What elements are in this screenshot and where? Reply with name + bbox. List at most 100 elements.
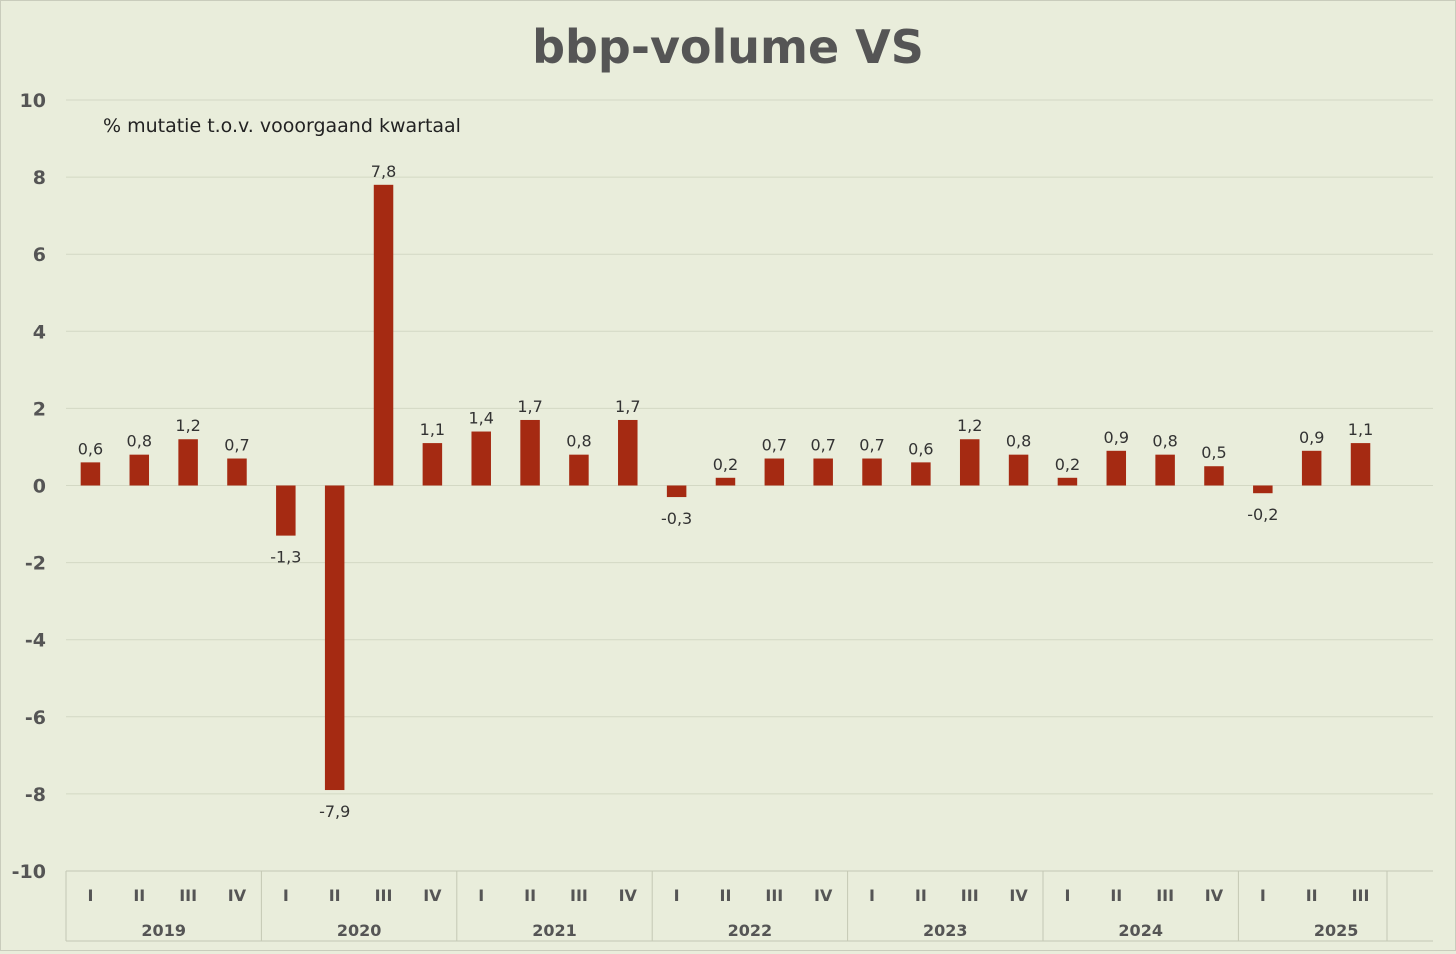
bar-2024-I [1057,477,1078,486]
data-label-2020-II: -7,9 [319,802,350,821]
data-label-2023-I: 0,7 [859,436,884,455]
quarter-label-2021-I: I [478,886,484,905]
y-axis-ticks: 10 8 6 4 2 0 -2 -4 -6 -8 -10 [12,90,46,883]
data-label-2020-I: -1,3 [270,548,301,567]
data-label-2022-III: 0,7 [762,436,787,455]
data-label-2021-II: 1,7 [517,397,542,416]
bar-2021-III [569,454,589,486]
data-label-2021-IV: 1,7 [615,397,640,416]
y-tick-label--8: -8 [25,784,46,806]
quarter-label-2019-IV: IV [228,886,247,905]
quarter-label-2023-IV: IV [1009,886,1028,905]
quarter-label-2019-II: II [133,886,145,905]
chart-annotation: % mutatie t.o.v. vooorgaand kwartaal [103,115,461,137]
bar-2023-I [862,458,882,486]
data-label-2022-I: -0,3 [661,509,692,528]
data-label-2019-III: 1,2 [175,416,200,435]
year-label-2021: 2021 [532,921,577,940]
bar-2024-II [1106,450,1127,486]
data-label-2020-IV: 1,1 [420,420,445,439]
year-label-2025: 2025 [1314,921,1359,940]
year-label-2019: 2019 [141,921,186,940]
bar-2022-I [666,485,687,498]
y-tick-label--2: -2 [25,553,46,575]
quarter-label-2020-IV: IV [423,886,442,905]
data-label-2025-II: 0,9 [1299,428,1324,447]
quarter-label-2019-I: I [87,886,93,905]
quarter-label-2019-III: III [179,886,197,905]
data-label-2024-III: 0,8 [1152,432,1177,451]
bar-2022-III [764,458,785,486]
quarter-label-2023-III: III [961,886,979,905]
quarter-label-2022-I: I [674,886,680,905]
data-labels: 0,6 0,8 1,2 0,7 -1,3 -7,9 7,8 1,1 1,4 1,7 0,8 1,7 -0… [78,162,1374,821]
bar-2019-II [129,454,150,486]
data-label-2023-IV: 0,8 [1006,432,1031,451]
grid-layer [66,99,1433,795]
quarter-label-2024-IV: IV [1205,886,1224,905]
bar-2020-III [373,184,394,486]
bar-2023-III [959,439,980,486]
bar-2023-II [911,462,931,486]
y-tick-label-0: 0 [33,476,46,498]
quarter-label-2024-I: I [1064,886,1070,905]
bar-2025-III [1350,443,1371,486]
bar-2023-IV [1008,454,1029,486]
bar-2025-II [1301,450,1322,486]
bar-2022-II [715,477,736,486]
chart-title: bbp-volume VS [532,20,924,74]
quarter-label-2020-III: III [375,886,393,905]
data-label-2021-I: 1,4 [468,409,493,428]
bar-2020-II [324,485,345,791]
data-label-2022-IV: 0,7 [810,436,835,455]
quarter-label-2021-II: II [524,886,536,905]
y-tick-label-10: 10 [20,90,46,112]
data-label-2023-II: 0,6 [908,439,933,458]
quarter-label-2020-I: I [283,886,289,905]
quarter-label-2025-III: III [1352,886,1370,905]
quarter-label-2024-III: III [1156,886,1174,905]
bar-2025-I [1253,485,1273,494]
quarter-label-2024-II: II [1110,886,1122,905]
quarter-label-2023-II: II [915,886,927,905]
bar-2021-I [471,431,491,486]
quarter-label-2021-IV: IV [619,886,638,905]
quarter-label-2022-IV: IV [814,886,833,905]
data-label-2020-III: 7,8 [371,162,396,181]
bar-2021-II [520,419,540,486]
bar-2024-IV [1204,466,1224,486]
y-tick-label-2: 2 [33,398,46,420]
data-label-2025-III: 1,1 [1348,420,1373,439]
data-label-2021-III: 0,8 [566,432,591,451]
data-label-2023-III: 1,2 [957,416,982,435]
data-label-2024-I: 0,2 [1055,455,1080,474]
data-label-2019-IV: 0,7 [224,436,249,455]
bar-2020-IV [422,443,443,486]
bar-2024-III [1155,454,1175,486]
y-tick-label-4: 4 [33,321,46,343]
bar-2019-IV [227,458,247,486]
year-label-2020: 2020 [337,921,382,940]
year-label-2024: 2024 [1118,921,1163,940]
quarter-label-2022-III: III [765,886,783,905]
quarter-label-2025-II: II [1306,886,1318,905]
bar-2021-IV [618,419,638,486]
data-label-2022-II: 0,2 [713,455,738,474]
y-tick-label--4: -4 [25,630,46,652]
bar-2019-I [80,462,101,486]
data-label-2024-II: 0,9 [1104,428,1129,447]
data-label-2025-I: -0,2 [1247,505,1278,524]
year-label-2023: 2023 [923,921,968,940]
quarter-label-2022-II: II [720,886,732,905]
y-tick-label--6: -6 [25,707,46,729]
bar-2019-III [178,439,198,486]
y-tick-label-6: 6 [33,244,46,266]
bar-layer [80,184,1371,791]
quarter-label-2023-I: I [869,886,875,905]
bar-2020-I [276,485,296,536]
data-label-2024-IV: 0,5 [1201,443,1226,462]
quarter-label-2020-II: II [329,886,341,905]
